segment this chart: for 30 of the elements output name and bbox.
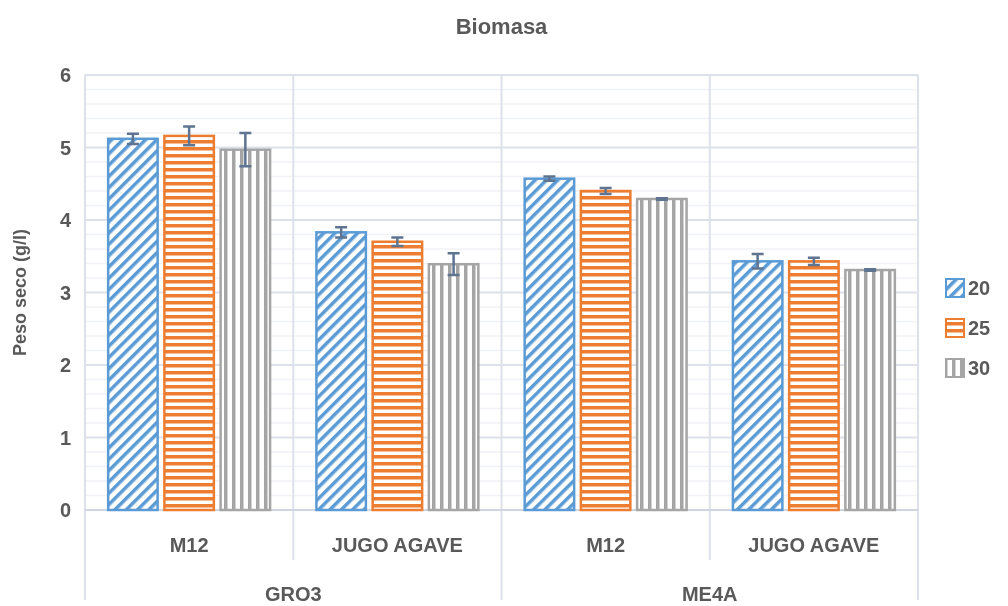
bar <box>371 240 424 512</box>
bar <box>635 197 688 512</box>
text: GRO3 <box>264 583 322 605</box>
bar <box>427 262 480 512</box>
bar <box>844 268 897 512</box>
bar <box>219 148 272 512</box>
legend-label: 20 <box>968 277 991 299</box>
x-tick-label: M12 <box>586 534 626 556</box>
bar <box>315 231 368 512</box>
y-tick-label: 3 <box>59 281 71 304</box>
bar <box>523 177 576 512</box>
y-tick-label: 4 <box>59 209 72 231</box>
x-tick-label: JUGO AGAVE <box>331 534 463 556</box>
y-tick-label: 6 <box>59 64 71 86</box>
bar <box>787 260 840 512</box>
x-tick-label: M12 <box>169 534 209 556</box>
y-tick-label: 5 <box>59 136 71 159</box>
y-tick-label: 2 <box>59 354 71 376</box>
text: ME4A <box>681 583 738 605</box>
y-tick-label: 1 <box>59 426 71 449</box>
bar <box>163 134 216 512</box>
y-tick-label: 0 <box>59 499 71 521</box>
bar <box>579 189 632 512</box>
y-axis-title: Peso seco (g/l) <box>10 228 30 357</box>
bar <box>106 137 159 512</box>
x-tick-label: JUGO AGAVE <box>748 534 880 556</box>
chart-title: Biomasa <box>455 14 549 39</box>
legend-label: 30 <box>968 357 991 379</box>
legend-label: 25 <box>968 317 991 339</box>
bar <box>731 260 784 512</box>
